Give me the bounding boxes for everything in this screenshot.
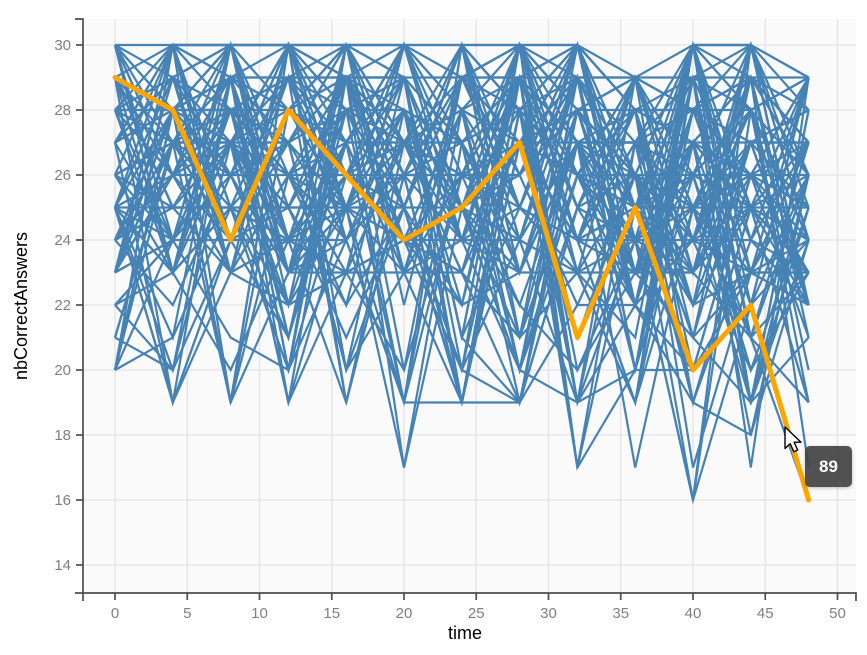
y-tick-label: 26 xyxy=(54,167,71,184)
highlighted-series-line[interactable] xyxy=(112,75,812,503)
tooltip-value: 89 xyxy=(819,456,838,476)
y-axis-domain xyxy=(75,18,84,594)
y-tick-label: 28 xyxy=(54,102,71,119)
x-tick-label: 35 xyxy=(612,605,629,622)
x-tick-label: 15 xyxy=(323,605,340,622)
series-line[interactable] xyxy=(113,41,810,403)
y-tick-label: 14 xyxy=(54,557,71,574)
x-tick-label: 45 xyxy=(757,605,774,622)
x-tick-label: 25 xyxy=(468,605,485,622)
x-axis-domain xyxy=(82,592,857,601)
x-tick-label: 20 xyxy=(396,605,413,622)
series-line[interactable] xyxy=(113,75,810,403)
y-tick-label: 30 xyxy=(54,37,71,54)
tooltip: 89 xyxy=(805,446,852,487)
y-axis: 14 16 18 20 22 24 26 28 30 xyxy=(54,18,84,594)
x-tick-label: 40 xyxy=(685,605,702,622)
x-tick-label: 50 xyxy=(829,605,846,622)
x-axis-title: time xyxy=(448,623,482,643)
x-tick-label: 10 xyxy=(251,605,268,622)
x-tick-label: 0 xyxy=(111,605,119,622)
series-line[interactable] xyxy=(113,43,810,277)
x-tick-label: 5 xyxy=(183,605,191,622)
y-axis-title: nbCorrectAnswers xyxy=(11,232,31,380)
x-tick-label: 30 xyxy=(540,605,557,622)
y-tick-label: 16 xyxy=(54,492,71,509)
y-tick-label: 22 xyxy=(54,297,71,314)
y-tick-label: 18 xyxy=(54,427,71,444)
y-tick-label: 20 xyxy=(54,362,71,379)
x-axis: 0 5 10 15 20 25 30 35 40 45 50 xyxy=(82,592,857,622)
series-line[interactable] xyxy=(113,44,810,471)
series-line[interactable] xyxy=(114,76,809,242)
y-tick-label: 24 xyxy=(54,232,71,249)
